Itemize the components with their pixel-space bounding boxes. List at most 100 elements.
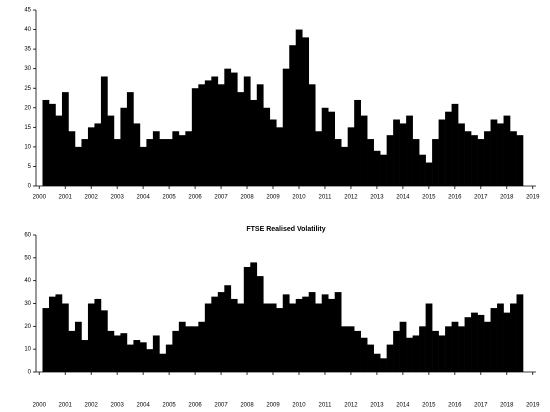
x-tick-label: 2011 (319, 195, 333, 201)
x-tick-label: 2013 (370, 403, 384, 409)
bar (152, 335, 160, 372)
x-tick-label: 2011 (319, 403, 333, 409)
bar (146, 139, 154, 186)
bar (497, 123, 504, 186)
bar (185, 131, 193, 186)
bar (347, 127, 355, 186)
x-tick-label: 2018 (500, 195, 514, 201)
x-tick-label: 2006 (188, 403, 202, 409)
bar (269, 303, 277, 372)
bar (61, 92, 69, 186)
x-tick-label: 2015 (422, 195, 436, 201)
bar (367, 344, 374, 372)
bar (393, 330, 400, 372)
bar (490, 308, 498, 372)
bar (211, 76, 219, 186)
bar (133, 123, 141, 186)
y-tick-label: 40 (24, 27, 31, 33)
bar (107, 115, 115, 186)
bar (497, 303, 504, 372)
bar (399, 321, 407, 372)
bar (432, 330, 439, 372)
y-tick-label: 40 (24, 278, 31, 284)
bar (315, 303, 323, 372)
bar (367, 139, 374, 186)
bar (477, 139, 485, 186)
x-tick-label: 2010 (292, 195, 306, 201)
bar (224, 285, 232, 372)
x-tick-label: 2019 (526, 403, 540, 409)
bar (87, 303, 95, 372)
y-tick-label: 10 (24, 347, 31, 353)
bar (165, 344, 173, 372)
bar (185, 326, 193, 372)
bar (328, 111, 336, 186)
bar (120, 333, 128, 372)
bar (341, 146, 348, 186)
bar (230, 72, 238, 186)
bar (347, 326, 355, 372)
x-tick-label: 2002 (85, 195, 99, 201)
bar (250, 99, 258, 186)
bar (471, 312, 478, 372)
bar (360, 115, 368, 186)
bar (159, 139, 167, 186)
bar (451, 321, 459, 372)
bar (100, 310, 108, 372)
x-tick-label: 2000 (33, 195, 47, 201)
y-tick-label: 0 (28, 370, 32, 376)
bar (230, 298, 238, 372)
bar (94, 298, 102, 372)
x-tick-label: 2003 (110, 403, 124, 409)
bar (276, 127, 284, 186)
bar (432, 139, 439, 186)
bar (178, 321, 186, 372)
x-tick-label: 2018 (500, 403, 514, 409)
bar (237, 92, 245, 186)
bar (224, 68, 232, 186)
x-tick-label: 2008 (240, 403, 254, 409)
x-tick-label: 2014 (396, 195, 410, 201)
x-tick-label: 2010 (292, 403, 306, 409)
y-tick-label: 10 (24, 144, 31, 150)
bar (321, 107, 329, 186)
x-tick-label: 2015 (422, 403, 436, 409)
bar (217, 292, 225, 372)
y-tick-label: 5 (28, 164, 32, 170)
bar (191, 88, 199, 186)
x-tick-label: 2013 (370, 195, 384, 201)
bar (516, 135, 524, 186)
bar (302, 296, 310, 372)
bar (159, 353, 167, 372)
bar (373, 150, 381, 186)
y-tick-label: 60 (24, 233, 31, 239)
bar (87, 127, 95, 186)
x-tick-label: 2003 (110, 195, 124, 201)
x-tick-label: 2005 (162, 403, 176, 409)
bar (315, 131, 323, 186)
bar (289, 303, 297, 372)
bar (334, 292, 342, 372)
x-tick-label: 2004 (136, 403, 150, 409)
bar (419, 326, 426, 372)
x-tick-label: 2001 (59, 195, 73, 201)
bar (100, 76, 108, 186)
bar (308, 292, 316, 372)
chart-title: FTSE Realised Volatility (246, 226, 325, 233)
bar (68, 330, 76, 372)
bar (81, 340, 89, 372)
bar (380, 154, 387, 186)
bar (484, 131, 491, 186)
bar (263, 303, 271, 372)
bar (126, 92, 134, 186)
x-tick-label: 2012 (344, 403, 358, 409)
bar (477, 314, 485, 372)
bar (386, 344, 394, 372)
x-tick-label: 2017 (474, 403, 488, 409)
bar (412, 335, 420, 372)
bar (204, 303, 212, 372)
bar (139, 146, 147, 186)
bar (321, 294, 329, 372)
bar (55, 115, 63, 186)
